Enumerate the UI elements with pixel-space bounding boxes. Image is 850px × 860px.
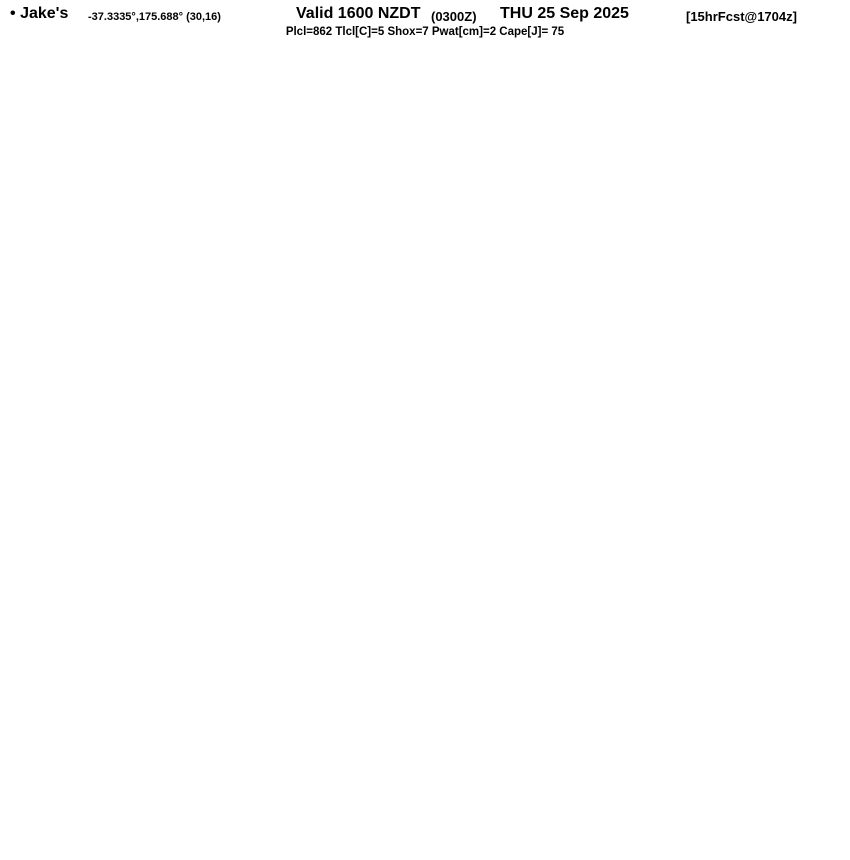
forecast-tag: [15hrFcst@1704z] xyxy=(686,9,797,24)
station-name: Jake's xyxy=(20,5,69,22)
stability-indices: Plcl=862 Tlcl[C]=5 Shox=7 Pwat[cm]=2 Cap… xyxy=(285,26,565,38)
valid-date: THU 25 Sep 2025 xyxy=(500,5,629,22)
station-coordinates: -37.3335°,175.688° (30,16) xyxy=(88,11,221,23)
valid-time-utc: (0300Z) xyxy=(431,9,477,24)
valid-time: Valid 1600 NZDT xyxy=(296,5,421,22)
station-title: • Jake's xyxy=(10,5,68,23)
station-bullet: • xyxy=(10,5,16,22)
